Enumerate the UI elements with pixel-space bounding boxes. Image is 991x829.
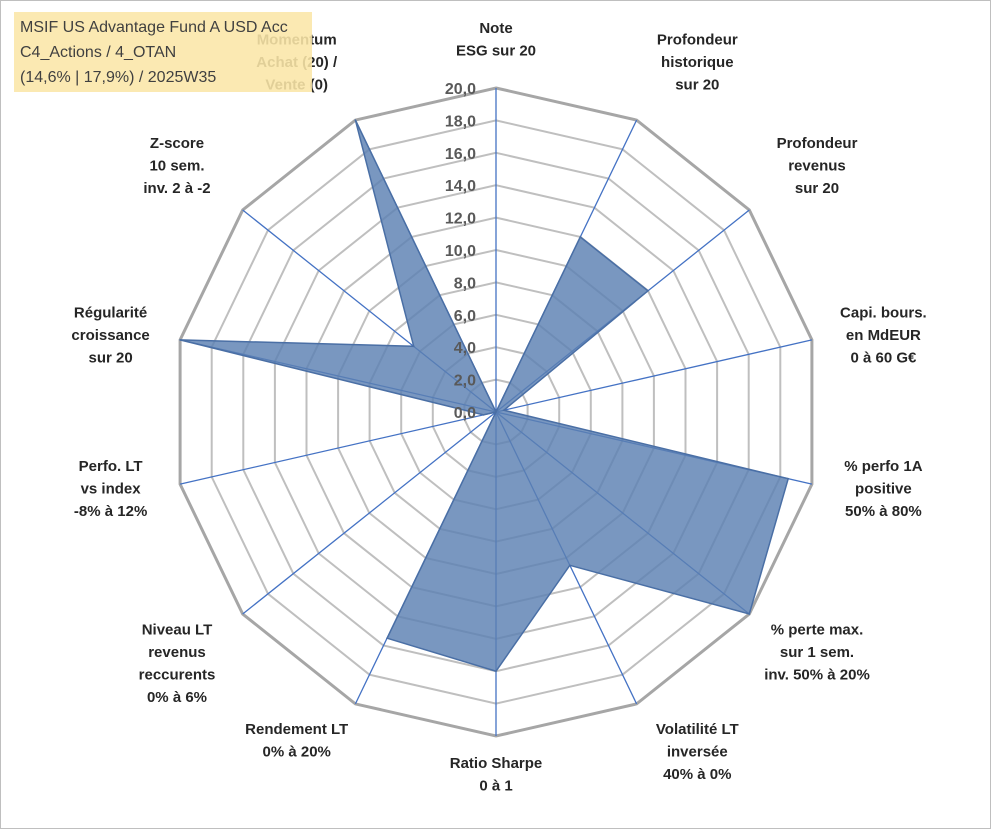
axis-label-9-line-2: reccurents [139, 667, 216, 684]
title-line-category: C4_Actions / 4_OTAN [20, 44, 177, 61]
data-point-5 [748, 613, 751, 615]
axis-label-4-line-2: 50% à 80% [845, 503, 922, 520]
axis-label-4-line-0: % perfo 1A [844, 458, 923, 475]
axis-label-10-line-0: Perfo. LT [79, 458, 143, 475]
axis-label-3-line-0: Capi. bours. [840, 305, 927, 322]
axis-label-0: Note ESG sur 20 [456, 20, 536, 60]
data-point-13 [354, 119, 357, 121]
data-point-1 [579, 236, 582, 238]
axis-label-7: Ratio Sharpe 0 à 1 [450, 755, 543, 795]
axis-label-1-line-0: Profondeur [657, 32, 738, 49]
tick-label-6: 12,0 [445, 211, 476, 228]
axis-label-10-line-2: -8% à 12% [74, 503, 147, 520]
spoke-10 [179, 411, 497, 485]
axis-label-12: Z-score 10 sem. inv. 2 à -2 [143, 135, 210, 197]
axis-label-11-line-2: sur 20 [88, 350, 132, 367]
data-point-10 [482, 414, 485, 416]
axis-label-7-line-0: Ratio Sharpe [450, 755, 543, 772]
axis-label-3: Capi. bours. en MdEUR 0 à 60 G€ [840, 305, 927, 367]
axis-label-11: Régularité croissance sur 20 [71, 305, 149, 367]
axis-label-0-line-0: Note [479, 20, 512, 37]
axis-labels: Note ESG sur 20 Profondeur historique sur 20… [71, 20, 926, 795]
data-point-11 [179, 339, 181, 341]
tick-label-3: 6,0 [454, 308, 476, 325]
axis-label-1-line-2: sur 20 [675, 77, 719, 94]
axis-label-2-line-1: revenus [788, 158, 846, 175]
tick-label-2: 4,0 [454, 340, 476, 357]
axis-label-4: % perfo 1A positive 50% à 80% [844, 458, 923, 520]
axis-label-3-line-2: 0 à 60 G€ [850, 350, 917, 367]
axis-label-5-line-0: % perte max. [771, 622, 864, 639]
spoke-3 [495, 339, 813, 413]
data-point-6 [569, 564, 571, 567]
data-point-9 [495, 411, 497, 413]
axis-label-11-line-0: Régularité [74, 305, 147, 322]
axis-label-5-line-1: sur 1 sem. [780, 644, 854, 661]
axis-label-12-line-0: Z-score [150, 135, 204, 152]
axis-label-0-line-1: ESG sur 20 [456, 43, 536, 60]
axis-label-6-line-0: Volatilité LT [656, 721, 739, 738]
axis-label-6-line-1: inversée [667, 743, 728, 760]
tick-label-7: 14,0 [445, 178, 476, 195]
axis-label-5-line-2: inv. 50% à 20% [764, 667, 870, 684]
axis-label-9-line-3: 0% à 6% [147, 689, 207, 706]
title-line-fund: MSIF US Advantage Fund A USD Acc [20, 19, 288, 36]
axis-label-8: Rendement LT 0% à 20% [245, 721, 348, 761]
axis-label-10: Perfo. LT vs index -8% à 12% [74, 458, 147, 520]
axis-label-6: Volatilité LT inversée 40% à 0% [656, 721, 739, 783]
axis-label-8-line-0: Rendement LT [245, 721, 348, 738]
axis-label-2-line-2: sur 20 [795, 180, 839, 197]
radar-area-series [179, 119, 790, 673]
data-point-2 [647, 290, 649, 292]
axis-label-1-line-1: historique [661, 54, 734, 71]
axis-label-8-line-1: 0% à 20% [263, 743, 331, 760]
tick-label-4: 8,0 [454, 275, 476, 292]
axis-label-2-line-0: Profondeur [777, 135, 858, 152]
tick-label-1: 2,0 [454, 373, 476, 390]
title-line-stats: (14,6% | 17,9%) / 2025W35 [20, 69, 217, 86]
axis-label-1: Profondeur historique sur 20 [657, 32, 738, 94]
axis-label-9-line-0: Niveau LT [142, 622, 213, 639]
axis-label-9: Niveau LT revenus reccurents 0% à 6% [139, 622, 216, 707]
tick-label-5: 10,0 [445, 243, 476, 260]
spoke-9 [242, 411, 497, 615]
tick-label-8: 16,0 [445, 146, 476, 163]
chart-title-box: MSIF US Advantage Fund A USD Acc C4_Acti… [14, 12, 312, 92]
axis-label-5: % perte max. sur 1 sem. inv. 50% à 20% [764, 622, 870, 684]
axis-label-12-line-1: 10 sem. [149, 158, 204, 175]
axis-label-10-line-1: vs index [81, 480, 142, 497]
data-point-7 [495, 670, 497, 672]
data-point-12 [412, 345, 415, 348]
axis-label-12-line-2: inv. 2 à -2 [143, 180, 210, 197]
data-point-4 [787, 477, 789, 480]
axis-label-7-line-1: 0 à 1 [479, 778, 512, 795]
axis-label-11-line-1: croissance [71, 327, 149, 344]
tick-label-9: 18,0 [445, 113, 476, 130]
data-point-3 [503, 409, 505, 412]
axis-label-3-line-1: en MdEUR [846, 327, 921, 344]
axis-label-9-line-1: revenus [148, 644, 206, 661]
axis-label-4-line-1: positive [855, 480, 912, 497]
axis-label-6-line-2: 40% à 0% [663, 766, 731, 783]
tick-label-10: 20,0 [445, 81, 476, 98]
axis-label-2: Profondeur revenus sur 20 [777, 135, 858, 197]
radial-tick-labels: 0,0 2,0 4,0 6,0 8,0 10,0 12,0 14,0 16,0 18,0 20,0 [445, 81, 476, 422]
tick-label-0: 0,0 [454, 405, 476, 422]
data-point-8 [386, 637, 388, 639]
series-area [179, 119, 790, 673]
